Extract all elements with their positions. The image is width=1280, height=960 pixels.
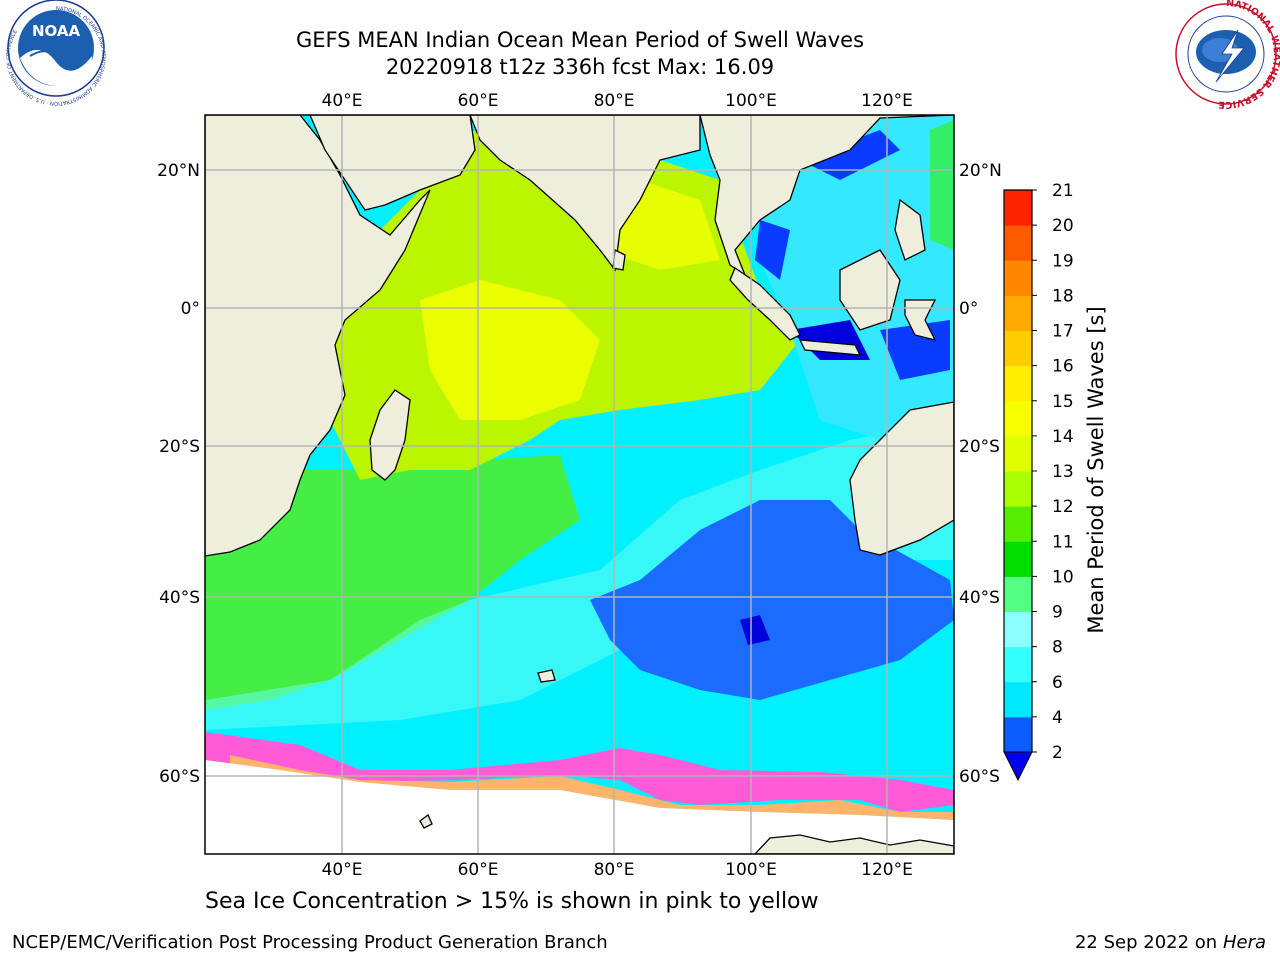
lon-label-120e-bottom: 120°E [861,860,913,880]
colorbar-tick-label: 21 [1052,181,1074,201]
run-date-text: 22 Sep 2022 on [1074,932,1218,953]
colorbar-tick-label: 19 [1052,251,1074,271]
lat-labels-right: 20°N 0° 20°S 40°S 60°S [959,161,1002,787]
lon-label-40e-bottom: 40°E [322,860,363,880]
lon-label-120e-top: 120°E [861,91,913,111]
lon-label-40e-top: 40°E [322,91,363,111]
noaa-logo-text: NOAA [32,22,81,40]
colorbar-segment [1004,260,1032,296]
noaa-logo: NOAA NATIONAL OCEANIC AND ATMOSPHERIC AD… [6,0,106,106]
colorbar-tick-label: 11 [1052,532,1074,552]
colorbar-tick-label: 14 [1052,427,1074,447]
colorbar-tick-label: 15 [1052,392,1074,412]
colorbar-label: Mean Period of Swell Waves [s] [1084,306,1108,634]
australia-land [849,401,954,556]
swell-region-deepblue [740,615,770,645]
lon-label-100e-top: 100°E [725,91,777,111]
colorbar-tick-label: 8 [1052,638,1063,658]
lon-label-80e-top: 80°E [594,91,635,111]
colorbar-segment [1004,365,1032,402]
colorbar-segment [1004,471,1032,507]
lat-label-60s-right: 60°S [959,767,1000,787]
lon-labels-bottom: 40°E 60°E 80°E 100°E 120°E [322,860,913,880]
colorbar-tick-label: 12 [1052,497,1074,517]
lon-label-60e-bottom: 60°E [458,860,499,880]
colorbar-tick-label: 4 [1052,708,1063,728]
lat-label-20s-left: 20°S [159,437,200,457]
lon-label-60e-top: 60°E [458,91,499,111]
lat-label-0-left: 0° [181,299,200,319]
swell-region-light [205,420,954,730]
antarctic-no-data [205,760,954,854]
colorbar-segment [1004,506,1032,542]
colorbar-tick-label: 9 [1052,603,1063,623]
colorbar-tick-label: 13 [1052,462,1074,482]
colorbar-segment [1004,400,1032,437]
colorbar-tick-label: 20 [1052,216,1074,236]
sumatra-land [729,267,801,341]
colorbar-segment [1004,330,1032,367]
colorbar-tick-label: 16 [1052,357,1074,377]
lat-label-20n-left: 20°N [157,161,200,181]
colorbar-segment [1004,190,1032,226]
lat-label-20s-right: 20°S [959,437,1000,457]
colorbar-tick-label: 10 [1052,567,1074,587]
colorbar-segment [1004,716,1032,753]
lon-labels-top: 40°E 60°E 80°E 100°E 120°E [322,91,913,111]
run-date: 22 Sep 2022 on Hera [1075,932,1266,953]
java-land [798,339,862,356]
lon-label-100e-bottom: 100°E [725,860,777,880]
swell-region-green [205,455,580,710]
antarctic-islet [419,813,433,829]
colorbar-segment [1004,611,1032,648]
swell-region-south-china-coast [800,130,900,180]
colorbar-tick-label: 18 [1052,286,1074,306]
credit-line: NCEP/EMC/Verification Post Processing Pr… [12,932,608,953]
sulawesi-land [904,299,937,341]
borneo-land [839,249,901,331]
colorbar-tick-label: 2 [1052,743,1063,763]
swell-region-gulf-thailand [755,220,790,280]
colorbar-segment [1004,435,1032,472]
chart-subtitle: 20220918 t12z 336h fcst Max: 16.09 [385,55,775,79]
philippines-land [894,198,926,261]
colorbar-segment [1004,576,1032,613]
colorbar-segment [1004,646,1032,683]
colorbar-tick-label: 17 [1052,322,1074,342]
colorbar-segment [1004,225,1032,261]
colorbar-segment [1004,295,1032,332]
colorbar: 2 4 6 8 9 10 11 12 13 14 15 16 17 18 19 20 21 [1003,181,1074,782]
sea-ice-inner [230,755,954,820]
lat-label-60s-left: 60°S [159,767,200,787]
chart-title: GEFS MEAN Indian Ocean Mean Period of Sw… [295,28,865,52]
swell-region-yellow [420,280,600,420]
antarctica-land [754,834,954,854]
map-frame [204,114,955,855]
kerguelen-land [537,669,556,683]
lat-label-40s-left: 40°S [159,588,200,608]
colorbar-segment [1004,681,1032,718]
se-asia-land [699,115,954,277]
india-land [469,115,701,272]
lon-label-80e-bottom: 80°E [594,860,635,880]
swell-region-pacific-green [930,120,954,250]
colorbar-under-arrow [1003,751,1033,782]
run-date-host: Hera [1222,932,1266,953]
sea-ice-edge [205,732,954,812]
map-area [205,115,954,854]
colorbar-segment [1004,541,1032,577]
sea-ice-note: Sea Ice Concentration > 15% is shown in … [205,889,819,914]
lat-label-40s-right: 40°S [959,588,1000,608]
madagascar-land [369,389,411,481]
lat-label-20n-right: 20°N [959,161,1002,181]
arabia-land [309,115,476,211]
lat-label-0-right: 0° [959,299,978,319]
colorbar-tick-label: 6 [1052,673,1063,693]
nws-logo: NATIONAL WEATHER SERVICE [1175,0,1280,110]
graticule [205,115,954,854]
lat-labels-left: 20°N 0° 20°S 40°S 60°S [157,161,200,787]
